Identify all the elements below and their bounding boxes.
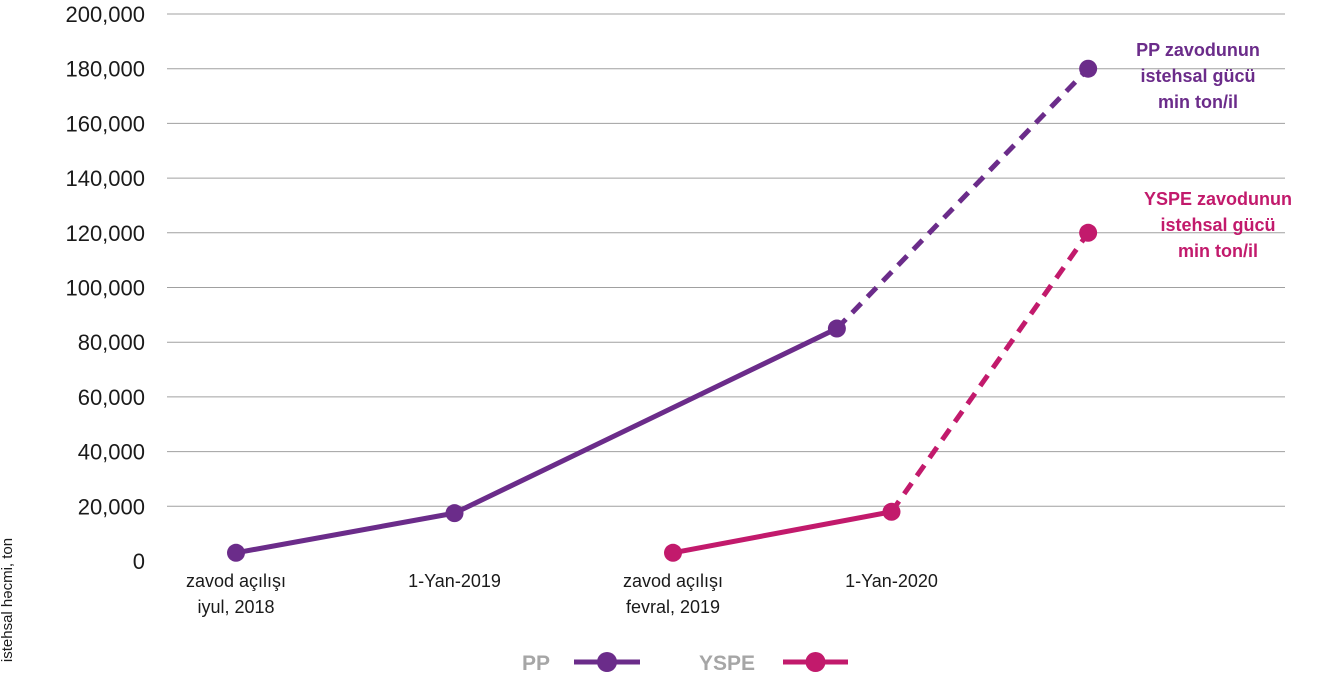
y-axis-ticks: 200,000 180,000 160,000 140,000 120,000 100,0…	[65, 2, 145, 574]
series-line-yspe	[672, 509, 892, 556]
series-projection-pp	[835, 66, 1090, 331]
y-tick-label: 0	[133, 549, 145, 574]
data-point-pp	[445, 504, 464, 523]
data-point-pp	[1079, 59, 1098, 78]
y-tick-label: 120,000	[65, 221, 145, 246]
y-tick-label: 160,000	[65, 111, 145, 136]
legend-marker-yspe	[805, 652, 826, 672]
annotations: PP zavodunun istehsal gücü min ton/il YSPE …	[1136, 40, 1292, 261]
y-tick-label: 140,000	[65, 166, 145, 191]
annotation-label: PP zavodunun istehsal gücü min ton/il	[1136, 40, 1260, 112]
series-line-pp	[235, 326, 838, 556]
y-tick-label: 200,000	[65, 2, 145, 27]
series-yspe	[664, 223, 1098, 562]
y-tick-label: 60,000	[78, 385, 145, 410]
x-tick-label: 1-Yan-2019	[408, 571, 501, 591]
x-tick-label: zavod açılışı fevral, 2019	[623, 571, 723, 617]
gridlines	[167, 13, 1285, 507]
legend: PP YSPE	[522, 652, 848, 675]
series-pp	[227, 59, 1098, 562]
x-tick-label: zavod açılışı iyul, 2018	[186, 571, 286, 617]
x-tick-label: 1-Yan-2020	[845, 571, 938, 591]
legend-label-pp: PP	[522, 652, 550, 675]
y-tick-label: 80,000	[78, 330, 145, 355]
data-point-pp	[227, 543, 245, 562]
y-tick-label: 180,000	[65, 57, 145, 82]
legend-marker-pp	[597, 652, 617, 672]
data-point-yspe	[882, 502, 901, 521]
data-point-yspe	[1079, 223, 1098, 242]
x-axis-ticks: zavod açılışı iyul, 2018 1-Yan-2019 zavod a…	[186, 571, 938, 617]
data-point-pp	[827, 319, 846, 338]
y-tick-label: 100,000	[65, 276, 145, 301]
legend-label-yspe: YSPE	[699, 652, 755, 675]
series	[227, 59, 1098, 562]
y-tick-label: 40,000	[78, 440, 145, 465]
annotation-label: YSPE zavodunun istehsal gücü min ton/il	[1144, 189, 1292, 261]
y-tick-label: 20,000	[78, 494, 145, 519]
y-axis-label: istehsal həcmi, ton	[0, 538, 16, 662]
data-point-yspe	[664, 543, 682, 562]
series-projection-yspe	[889, 231, 1091, 514]
